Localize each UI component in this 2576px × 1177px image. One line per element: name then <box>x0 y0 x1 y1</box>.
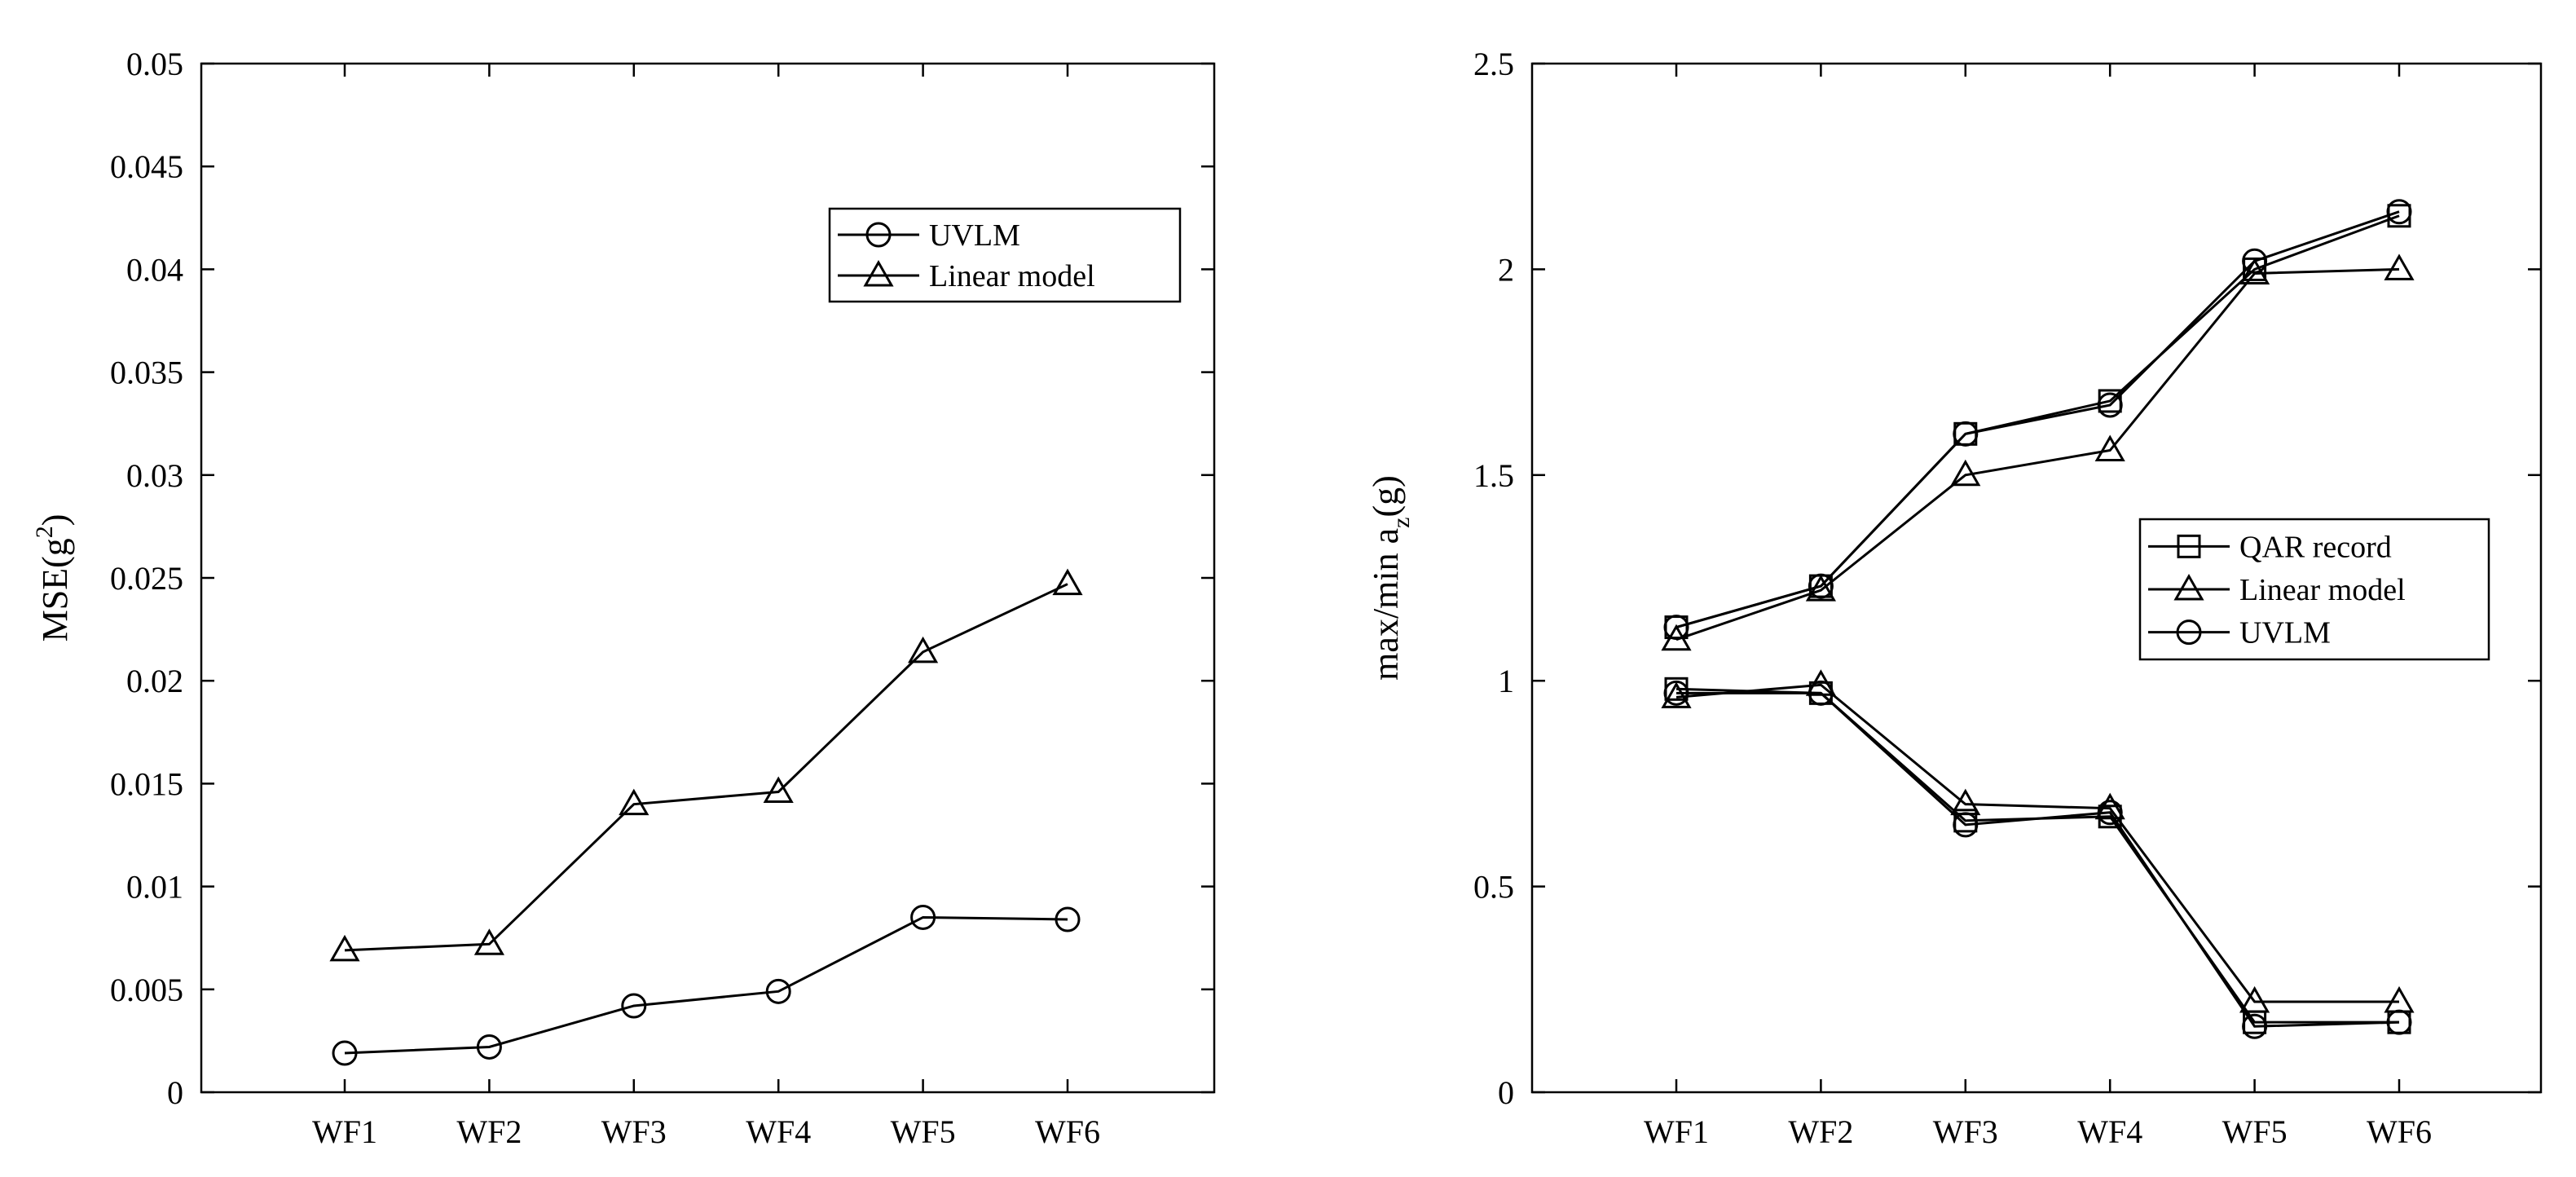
data-point <box>2239 985 2270 1013</box>
y-tick-label: 1.5 <box>1473 457 1514 494</box>
x-tick-label: WF5 <box>2222 1113 2288 1150</box>
data-point <box>1953 421 1979 447</box>
data-point <box>473 928 504 955</box>
data-point <box>1663 680 1689 706</box>
legend-label: UVLM <box>2239 616 2331 650</box>
y-tick-label: 0.035 <box>110 355 183 391</box>
max-min-az-chart: 0 0.5 1 1.5 2 2.5 WF1 WF2 WF3 WF4 WF5 WF6 max/min az… <box>1366 46 2543 1150</box>
y-tick-label: 0.03 <box>126 457 183 494</box>
y-tick-label: 0.05 <box>126 46 183 82</box>
legend-marker-square <box>2177 534 2201 558</box>
series-line <box>1676 683 2399 1003</box>
y-tick-label: 1 <box>1498 663 1514 699</box>
series-line <box>344 915 1068 1055</box>
legend-marker-circle <box>865 222 892 248</box>
y-tick-label: 0 <box>1498 1074 1514 1111</box>
y-tick-label: 0.005 <box>110 972 183 1008</box>
y-tick-label: 0.015 <box>110 765 183 802</box>
y-tick-label: 0.02 <box>126 663 183 699</box>
y-tick-label: 0.045 <box>110 148 183 185</box>
series-line <box>1676 691 2400 1028</box>
y-tick-label: 0.025 <box>110 560 183 597</box>
series-linear-model <box>329 568 1083 962</box>
data-point <box>2386 199 2412 225</box>
data-point <box>476 1034 502 1060</box>
y-axis-title: max/min az(g) <box>1366 475 1415 681</box>
legend: QAR record Linear model UVLM <box>2138 518 2490 661</box>
data-point <box>1661 681 1692 708</box>
y-tick-label: 2 <box>1498 251 1514 288</box>
data-point <box>1953 812 1979 838</box>
data-point <box>1950 459 1981 487</box>
data-point <box>1055 906 1081 932</box>
x-tick-label: WF1 <box>312 1113 377 1150</box>
mse-chart: 0 0.005 0.01 0.015 0.02 0.025 0.03 0.035 0.04 0.0… <box>31 46 1216 1150</box>
y-tick-label: 2.5 <box>1473 46 1514 82</box>
data-point <box>621 993 647 1019</box>
y-tick-label: 0.5 <box>1473 869 1514 906</box>
data-point <box>2097 392 2123 418</box>
x-tick-label: WF4 <box>746 1113 811 1150</box>
legend-label: Linear model <box>929 259 1095 293</box>
series-uvlm-max <box>1663 199 2412 641</box>
axes-box <box>1530 62 2543 1094</box>
series-line <box>344 583 1068 952</box>
x-tick-label: WF6 <box>2367 1113 2432 1150</box>
series-uvlm-min <box>1663 680 2412 1039</box>
data-point <box>1052 568 1083 596</box>
data-point <box>2242 248 2268 274</box>
data-point <box>2242 1013 2268 1039</box>
data-point <box>619 788 650 816</box>
legend-label: UVLM <box>929 218 1020 253</box>
series-line <box>1676 267 2400 641</box>
x-tick-label: WF2 <box>456 1113 522 1150</box>
data-point <box>1808 573 1834 599</box>
x-tick-label: WF3 <box>601 1113 667 1150</box>
legend-marker-circle <box>2176 619 2202 646</box>
data-point <box>2386 1009 2412 1035</box>
x-tick-label: WF5 <box>891 1113 956 1150</box>
data-point <box>2097 800 2123 826</box>
data-point <box>332 1040 358 1066</box>
data-point <box>765 978 791 1004</box>
data-point <box>329 934 360 962</box>
x-tick-label: WF4 <box>2077 1113 2142 1150</box>
data-point <box>910 904 936 930</box>
y-axis-title: MSE(g2) <box>31 514 75 642</box>
legend-marker-triangle <box>863 259 894 287</box>
data-point <box>2094 792 2125 820</box>
x-tick-label: WF2 <box>1788 1113 1853 1150</box>
y-tick-label: 0.01 <box>126 869 183 906</box>
legend-label: Linear model <box>2239 573 2406 607</box>
data-point <box>908 636 939 663</box>
y-tick-label: 0.04 <box>126 251 183 288</box>
series-uvlm <box>332 904 1081 1066</box>
x-tick-label: WF6 <box>1035 1113 1100 1150</box>
data-point <box>1663 615 1689 641</box>
data-point <box>2094 434 2125 462</box>
data-point <box>2384 253 2415 280</box>
y-tick-label: 0 <box>167 1074 183 1111</box>
data-point <box>1808 680 1834 706</box>
x-tick-label: WF1 <box>1644 1113 1709 1150</box>
data-point <box>763 776 794 803</box>
legend-box <box>828 207 1182 303</box>
series-line <box>1676 210 2400 629</box>
legend-label: QAR record <box>2239 530 2392 564</box>
x-tick-label: WF3 <box>1933 1113 1998 1150</box>
legend: UVLM Linear model <box>828 207 1182 303</box>
legend-marker-triangle <box>2173 573 2204 601</box>
